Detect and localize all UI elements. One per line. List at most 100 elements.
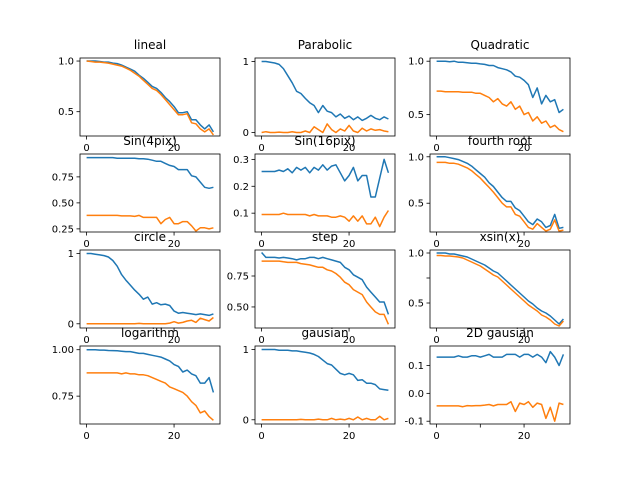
y-tick-label: -0.1 <box>404 417 424 428</box>
x-tick-label: 0 <box>83 335 89 346</box>
subplot-6: 0 20 0.5 1.0 fourth root <box>408 134 571 250</box>
subplot-2: 0 20 0 1 Parabolic <box>243 38 396 154</box>
y-tick-label: 1.00 <box>52 345 74 356</box>
subplot-9: 0 20 0.5 1.0 xsin(x) <box>408 230 571 346</box>
subplot-title: Parabolic <box>298 38 353 52</box>
x-tick-label: 20 <box>518 431 531 442</box>
axes-frame <box>429 249 571 329</box>
y-tick-label: 0.5 <box>408 199 424 210</box>
x-tick-label: 0 <box>258 335 264 346</box>
subplot-title: logarithm <box>121 326 179 340</box>
x-tick-label: 20 <box>168 239 181 250</box>
y-tick-label: 0 <box>243 128 249 139</box>
y-tick-label: 1 <box>243 345 249 356</box>
subplot-title: Sin(16pix) <box>294 134 355 148</box>
series-line-1 <box>436 350 565 367</box>
series-line-2 <box>261 210 390 228</box>
axes-frame <box>79 57 221 137</box>
series-line-2 <box>436 400 564 422</box>
y-tick-label: 1.0 <box>408 249 424 260</box>
y-tick-label: 0.50 <box>227 302 249 313</box>
y-tick-label: 0.5 <box>408 110 424 121</box>
series-line-1 <box>86 348 215 393</box>
y-tick-label: 0.75 <box>227 272 249 283</box>
series-line-1 <box>436 252 564 325</box>
y-tick-label: 1.0 <box>58 57 74 68</box>
axes-frame <box>429 153 571 233</box>
series-line-1 <box>436 156 564 230</box>
x-tick-label: 20 <box>343 239 356 250</box>
subplot-title: xsin(x) <box>480 230 521 244</box>
y-tick-label: 0.25 <box>52 224 74 235</box>
y-tick-label: 1.0 <box>408 57 424 68</box>
series-line-1 <box>261 348 389 392</box>
series-line-2 <box>261 260 390 325</box>
x-tick-label: 20 <box>518 143 531 154</box>
x-tick-label: 20 <box>168 143 181 154</box>
x-tick-label: 0 <box>433 431 439 442</box>
y-tick-label: 0.3 <box>233 155 249 166</box>
x-tick-label: 0 <box>83 239 89 250</box>
series-line-1 <box>86 156 214 190</box>
y-tick-label: 0.5 <box>408 299 424 310</box>
axes-frame <box>254 345 396 425</box>
x-tick-label: 0 <box>258 143 264 154</box>
x-tick-label: 20 <box>343 431 356 442</box>
series-line-1 <box>436 60 564 114</box>
series-line-2 <box>86 60 215 136</box>
x-tick-label: 20 <box>518 239 531 250</box>
subplot-title: fourth root <box>468 134 533 148</box>
series-line-2 <box>436 254 564 327</box>
subplot-title: circle <box>134 230 166 244</box>
x-tick-label: 0 <box>83 143 89 154</box>
series-line-1 <box>86 252 214 317</box>
x-tick-label: 20 <box>168 431 181 442</box>
axes-frame <box>254 249 396 329</box>
x-tick-label: 0 <box>433 143 439 154</box>
series-line-2 <box>86 214 214 232</box>
series-line-2 <box>261 123 389 134</box>
axes-frame <box>79 249 221 329</box>
x-tick-label: 0 <box>433 239 439 250</box>
y-tick-label: 0 <box>243 415 249 426</box>
subplot-8: 0 20 0.50 0.75 step <box>227 230 396 346</box>
axes-frame <box>254 57 396 137</box>
axes-frame <box>79 345 221 425</box>
subplot-12: 0 20 -0.1 0.0 0.1 2D gausian <box>404 326 571 442</box>
subplot-1: 0 20 0.5 1.0 lineal <box>58 38 221 154</box>
subplot-5: 0 20 0.1 0.2 0.3 Sin(16pix) <box>233 134 396 250</box>
subplot-title: 2D gausian <box>466 326 534 340</box>
subplot-title: step <box>312 230 338 244</box>
subplot-title: Sin(4pix) <box>123 134 177 148</box>
axes-frame <box>429 57 571 137</box>
y-tick-label: 1.0 <box>408 152 424 163</box>
y-tick-label: 0.1 <box>233 209 249 220</box>
axes-frame <box>79 153 221 233</box>
series-line-1 <box>86 60 215 133</box>
series-line-2 <box>86 316 214 325</box>
x-tick-label: 20 <box>168 335 181 346</box>
x-tick-label: 0 <box>258 431 264 442</box>
subplot-4: 0 20 0.25 0.50 0.75 Sin(4pix) <box>52 134 221 250</box>
subplot-title: gausian <box>301 326 348 340</box>
series-line-1 <box>261 252 390 315</box>
y-tick-label: 0 <box>68 319 74 330</box>
subplot-10: 0 20 0.75 1.00 logarithm <box>52 326 221 442</box>
series-line-1 <box>261 158 390 198</box>
y-tick-label: 0.75 <box>52 392 74 403</box>
series-line-2 <box>261 415 389 421</box>
axes-frame <box>254 153 396 233</box>
x-tick-label: 0 <box>258 239 264 250</box>
y-tick-label: 1 <box>68 249 74 260</box>
x-tick-label: 20 <box>343 143 356 154</box>
series-line-2 <box>436 90 564 133</box>
y-tick-label: 0.50 <box>52 198 74 209</box>
x-tick-label: 20 <box>518 335 531 346</box>
series-line-2 <box>86 372 214 421</box>
y-tick-label: 0.0 <box>408 389 424 400</box>
y-tick-label: 1 <box>243 57 249 68</box>
